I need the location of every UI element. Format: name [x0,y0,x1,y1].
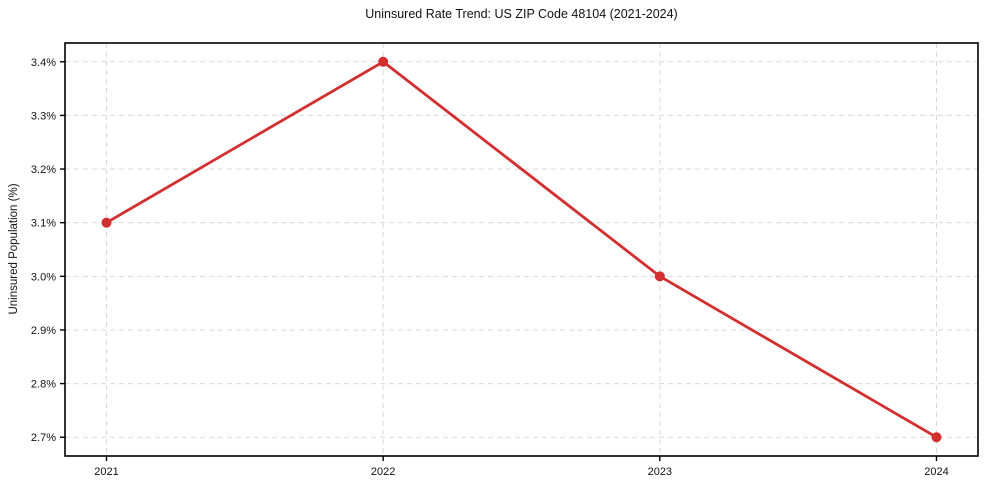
y-tick-label: 3.3% [31,110,56,122]
y-tick-label: 3.0% [31,271,56,283]
axes-frame [64,42,979,457]
x-tick-label: 2024 [924,466,948,478]
data-point-2024 [931,432,942,443]
y-tick-label: 2.8% [31,379,56,391]
data-point-2021 [101,217,112,228]
y-tick-label: 2.9% [31,325,56,337]
x-tick-label: 2021 [94,466,118,478]
plot-frame [64,42,979,457]
x-ticks: 2021 2022 2023 2024 [94,456,949,478]
data-point-2023 [654,271,665,282]
trend-line-group [105,60,938,439]
data-point-2022 [378,56,389,67]
y-tick-label: 3.1% [31,218,56,230]
y-tick-label: 3.4% [31,57,56,69]
gridlines [65,43,978,456]
y-tick-label: 2.7% [31,432,56,444]
chart-title: Uninsured Rate Trend: US ZIP Code 48104 … [365,7,678,21]
data-points [101,56,942,443]
y-ticks: 2.7% 2.8% 2.9% 3.0% 3.1% 3.2% 3.3% 3.4% [31,57,65,444]
y-tick-label: 3.2% [31,164,56,176]
trend-line [105,60,938,439]
x-tick-label: 2023 [648,466,672,478]
x-tick-label: 2022 [371,466,395,478]
